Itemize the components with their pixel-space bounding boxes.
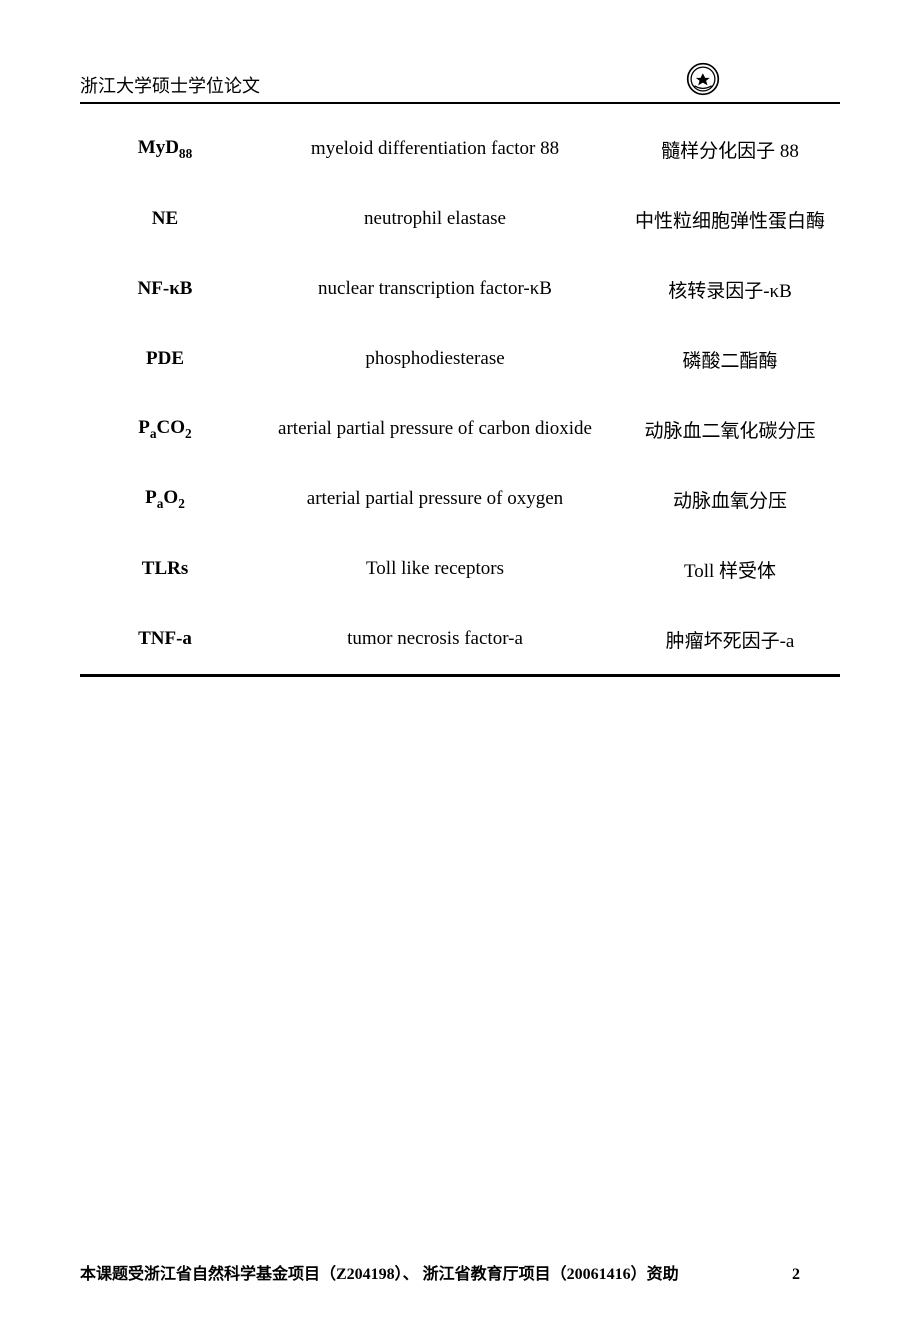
table-row: PDEphosphodiesterase磷酸二酯酶 (80, 324, 840, 394)
table-row: NF-κBnuclear transcription factor-κB核转录因… (80, 254, 840, 324)
english-cell: neutrophil elastase (250, 208, 620, 230)
abbr-cell: NE (80, 208, 250, 230)
english-cell: phosphodiesterase (250, 348, 620, 370)
page-number: 2 (792, 1266, 800, 1284)
chinese-cell: 磷酸二酯酶 (620, 346, 840, 373)
english-cell: arterial partial pressure of carbon diox… (250, 418, 620, 440)
english-cell: myeloid differentiation factor 88 (250, 138, 620, 160)
abbr-cell: MyD88 (80, 137, 250, 162)
chinese-cell: Toll 样受体 (620, 556, 840, 583)
abbr-cell: NF-κB (80, 278, 250, 300)
footer-funding-text: 本课题受浙江省自然科学基金项目（Z204198）、 浙江省教育厅项目（20061… (80, 1260, 679, 1284)
chinese-cell: 动脉血二氧化碳分压 (620, 416, 840, 443)
table-row: TNF-atumor necrosis factor-a肿瘤坏死因子-a (80, 604, 840, 674)
chinese-cell: 核转录因子-κB (620, 276, 840, 303)
abbr-cell: PaO2 (80, 487, 250, 512)
english-cell: arterial partial pressure of oxygen (250, 488, 620, 510)
page-header: 浙江大学硕士学位论文 (80, 60, 840, 104)
abbr-cell: PaCO2 (80, 417, 250, 442)
page-footer: 本课题受浙江省自然科学基金项目（Z204198）、 浙江省教育厅项目（20061… (80, 1260, 840, 1284)
page: 浙江大学硕士学位论文 MyD88myeloid differentiation … (0, 0, 920, 1344)
university-seal-icon (686, 62, 720, 96)
abbr-cell: PDE (80, 348, 250, 370)
chinese-cell: 肿瘤坏死因子-a (620, 626, 840, 653)
abbreviation-table: MyD88myeloid differentiation factor 88髓样… (80, 114, 840, 677)
abbr-cell: TLRs (80, 558, 250, 580)
content-area: MyD88myeloid differentiation factor 88髓样… (80, 104, 840, 677)
english-cell: tumor necrosis factor-a (250, 628, 620, 650)
header-title: 浙江大学硕士学位论文 (80, 72, 260, 98)
english-cell: nuclear transcription factor-κB (250, 278, 620, 300)
chinese-cell: 髓样分化因子 88 (620, 136, 840, 163)
table-row: PaCO2arterial partial pressure of carbon… (80, 394, 840, 464)
table-row: PaO2arterial partial pressure of oxygen动… (80, 464, 840, 534)
chinese-cell: 中性粒细胞弹性蛋白酶 (620, 206, 840, 233)
chinese-cell: 动脉血氧分压 (620, 486, 840, 513)
abbr-cell: TNF-a (80, 628, 250, 650)
table-row: NEneutrophil elastase中性粒细胞弹性蛋白酶 (80, 184, 840, 254)
table-row: TLRsToll like receptorsToll 样受体 (80, 534, 840, 604)
table-row: MyD88myeloid differentiation factor 88髓样… (80, 114, 840, 184)
english-cell: Toll like receptors (250, 558, 620, 580)
